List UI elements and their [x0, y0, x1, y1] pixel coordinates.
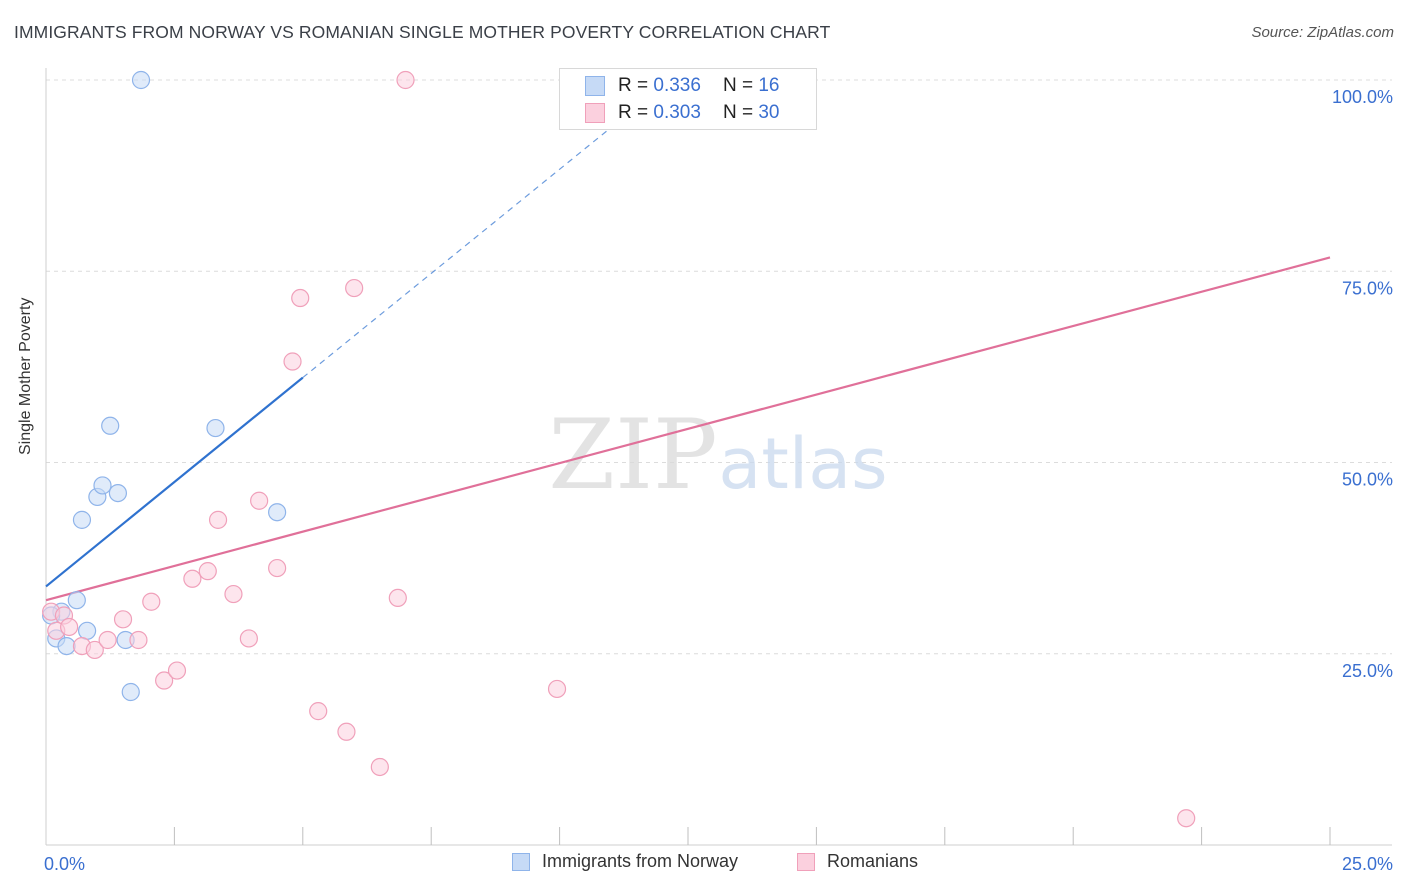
data-point-romanians: [396, 70, 415, 90]
data-point-romanians: [85, 640, 104, 660]
y-tick-label: 100.0%: [1332, 87, 1393, 107]
data-point-romanians: [250, 491, 269, 510]
data-point-romanians: [183, 569, 202, 588]
trend-line-1: [45, 256, 1331, 602]
data-point-romanians: [198, 562, 217, 581]
data-point-norway: [108, 484, 128, 503]
data-point-romanians: [239, 629, 258, 648]
bottom-legend: Immigrants from Norway Romanians: [0, 851, 1406, 879]
data-point-romanians: [129, 630, 148, 650]
stats-n-label: N =: [722, 75, 754, 96]
data-point-romanians: [224, 584, 243, 604]
stats-swatch-romanians: [585, 103, 605, 123]
trend-lines: [45, 106, 1331, 602]
data-point-romanians: [1177, 809, 1196, 828]
data-point-romanians: [337, 722, 356, 741]
watermark-atlas: atlas: [718, 423, 887, 505]
stats-swatch-norway: [585, 76, 605, 96]
data-point-norway: [72, 510, 92, 529]
data-point-norway: [101, 416, 120, 435]
axes: [45, 68, 1392, 846]
stats-legend: R = 0.336 N = 16 R = 0.303 N = 30: [559, 68, 817, 130]
y-tick-label: 25.0%: [1342, 661, 1393, 681]
data-point-norway: [268, 503, 287, 522]
legend-label-norway: Immigrants from Norway: [542, 851, 739, 871]
y-axis-label: Single Mother Poverty: [17, 297, 34, 455]
data-point-norway: [57, 636, 76, 656]
y-tick-label: 75.0%: [1342, 278, 1393, 298]
data-point-romanians: [60, 617, 79, 637]
stats-r-label: R =: [618, 75, 649, 96]
data-point-romanians: [291, 288, 310, 308]
trend-line-0: [45, 376, 304, 588]
data-point-romanians: [283, 352, 302, 371]
grid-lines: [46, 79, 1392, 655]
data-point-norway: [67, 591, 86, 610]
x-tick-label: 0.0%: [44, 854, 85, 874]
y-tick-label: 50.0%: [1342, 470, 1393, 490]
data-point-romanians: [113, 610, 133, 629]
stats-n-value: 16: [758, 75, 780, 96]
source-label: Source: ZipAtlas.com: [1251, 24, 1394, 41]
data-point-romanians: [345, 278, 364, 298]
stats-row-norway: R = 0.336 N = 16: [585, 74, 780, 98]
stats-row-romanians: R = 0.303 N = 30: [585, 101, 780, 125]
data-point-romanians: [155, 671, 174, 690]
stats-n-label: N =: [722, 102, 754, 123]
data-point-romanians: [167, 661, 187, 680]
data-point-romanians: [309, 702, 328, 721]
stats-r-label: R =: [618, 102, 649, 123]
watermark-zip: ZIP: [548, 399, 717, 511]
trend-extension-0: [302, 106, 638, 379]
data-point-romanians: [142, 592, 161, 611]
data-point-norway: [77, 621, 97, 640]
legend-swatch-norway: [512, 852, 530, 871]
legend-swatch-romanians: [797, 852, 815, 871]
data-point-norway: [131, 70, 151, 90]
watermark: ZIP atlas: [548, 399, 887, 511]
legend-label-romanians: Romanians: [827, 851, 919, 871]
stats-n-value: 30: [758, 102, 780, 123]
data-point-romanians: [388, 588, 407, 608]
data-point-romanians: [268, 558, 287, 578]
data-point-romanians: [98, 630, 117, 650]
data-point-romanians: [547, 679, 567, 699]
x-tick-label: 25.0%: [1342, 854, 1393, 874]
legend-item-romanians[interactable]: Romanians: [797, 851, 918, 872]
stats-r-value: 0.303: [653, 102, 701, 123]
data-point-romanians: [208, 510, 228, 529]
data-point-norway: [121, 682, 140, 702]
data-point-romanians: [370, 757, 389, 777]
data-point-norway: [93, 476, 112, 495]
tick-labels: 25.0% 50.0% 75.0% 100.0% 0.0% 25.0%: [44, 87, 1393, 874]
stats-r-value: 0.336: [653, 75, 701, 96]
data-points: [42, 70, 1196, 828]
legend-item-norway[interactable]: Immigrants from Norway: [512, 851, 738, 872]
data-point-norway: [206, 418, 225, 438]
chart-title: IMMIGRANTS FROM NORWAY VS ROMANIAN SINGL…: [14, 22, 831, 42]
